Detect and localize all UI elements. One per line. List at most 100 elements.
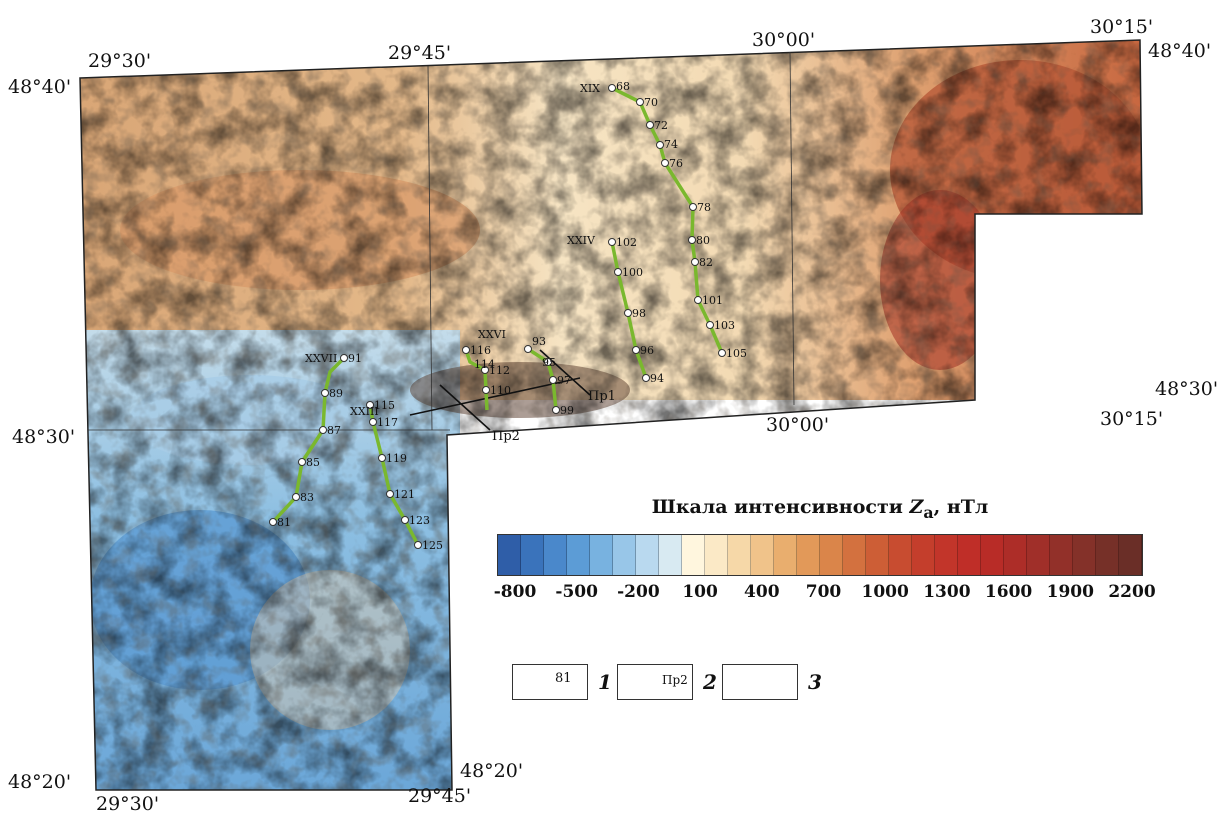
- color-scale-bar: [497, 534, 1143, 576]
- color-scale-labels: -800 -500 -200 100 400 700 1000 1300 1600 1900 220…: [488, 582, 1168, 606]
- scale-swatch: [935, 535, 958, 575]
- point-label: 82: [699, 256, 713, 269]
- point-label: 100: [622, 266, 643, 279]
- legend-section-label: Пр2: [662, 673, 688, 687]
- scale-tick-label: -500: [555, 582, 598, 602]
- point-label: 81: [277, 516, 291, 529]
- coord-top-left-lon: 29°30': [88, 50, 152, 72]
- scale-swatch: [498, 535, 521, 575]
- scale-swatch: [981, 535, 1004, 575]
- point-label: 70: [644, 96, 658, 109]
- profile-label-xix: XIX: [580, 82, 600, 95]
- coord-top-lon-29-45: 29°45': [388, 42, 452, 64]
- profile-xxvi-line: [527, 347, 558, 411]
- coord-right-lon: 30°15': [1100, 408, 1164, 430]
- meridian-30-00: [789, 51, 795, 406]
- scale-swatch: [751, 535, 774, 575]
- map-frame: [79, 39, 1143, 791]
- scale-swatch: [567, 535, 590, 575]
- point-label: 95: [542, 356, 556, 369]
- section-pr1-line: [539, 349, 591, 396]
- coord-left-lat: 48°30': [12, 426, 76, 448]
- scale-tick-label: 2200: [1108, 582, 1156, 602]
- scale-title: Шкала интенсивности Za, нТл: [540, 496, 1100, 522]
- scale-swatch: [889, 535, 912, 575]
- scale-swatch: [659, 535, 682, 575]
- scale-swatch: [544, 535, 567, 575]
- scale-swatch: [843, 535, 866, 575]
- scale-tick-label: -800: [493, 582, 537, 602]
- section-pr2-label: Пр2: [492, 429, 520, 444]
- scale-swatch: [1119, 535, 1142, 575]
- point-label: 72: [654, 119, 668, 132]
- scale-title-suffix: , нТл: [933, 496, 989, 518]
- point-label: 114: [474, 358, 495, 371]
- scale-swatch: [682, 535, 705, 575]
- meridian-29-45: [427, 65, 433, 431]
- scale-swatch: [912, 535, 935, 575]
- point-label: 99: [560, 404, 574, 417]
- point-label: 80: [696, 234, 710, 247]
- scale-tick-label: 100: [682, 582, 718, 602]
- point-label: 78: [697, 201, 711, 214]
- point-label: 125: [422, 539, 443, 552]
- scale-swatch: [590, 535, 613, 575]
- profile-label-xxvi: XXVI: [478, 328, 506, 341]
- coord-bottom-left-lon: 29°30': [96, 793, 160, 815]
- point-label: 115: [374, 399, 395, 412]
- scale-swatch: [820, 535, 843, 575]
- point-label: 93: [532, 335, 546, 348]
- scale-tick-label: -200: [617, 582, 660, 602]
- coord-right-lat: 48°30': [1155, 378, 1219, 400]
- scale-swatch: [728, 535, 751, 575]
- point-label: 123: [409, 514, 430, 527]
- point-label: 98: [632, 307, 646, 320]
- profile-point-numbers: 68 70 72 74 76 78 80 82 101 103 105 102 …: [277, 80, 747, 552]
- coord-bottom-right-lat: 48°20': [460, 760, 524, 782]
- legend-index-1: 1: [598, 670, 612, 694]
- coord-bottom-left-lat: 48°20': [8, 771, 72, 793]
- legend-profile-number: 81: [555, 671, 572, 686]
- point-label: 116: [470, 344, 491, 357]
- scale-tick-label: 1300: [923, 582, 971, 602]
- coord-top-right-lat: 48°40': [1148, 40, 1212, 62]
- coord-bottom-right-lon: 29°45': [408, 785, 472, 807]
- point-label: 119: [386, 452, 407, 465]
- scale-swatch: [797, 535, 820, 575]
- point-label: 76: [669, 157, 683, 170]
- scale-swatch: [1096, 535, 1119, 575]
- magnetic-anomaly-map: [80, 40, 1142, 790]
- scale-tick-label: 1000: [861, 582, 909, 602]
- scale-title-symbol: Z: [909, 496, 924, 518]
- point-label: 105: [726, 347, 747, 360]
- scale-swatch: [521, 535, 544, 575]
- point-label: 94: [650, 372, 664, 385]
- point-label: 102: [616, 236, 637, 249]
- scale-swatch: [705, 535, 728, 575]
- section-pr1-label: Пр1: [588, 389, 616, 404]
- point-label: 74: [664, 138, 678, 151]
- profile-label-xxiv: XXIV: [567, 234, 596, 247]
- coord-top-right-lon: 30°15': [1090, 16, 1154, 38]
- scale-swatch: [613, 535, 636, 575]
- scale-tick-label: 1600: [984, 582, 1033, 602]
- profile-label-xxvii: XXVII: [305, 352, 337, 365]
- scale-title-subscript: a: [923, 502, 934, 522]
- point-label: 97: [557, 374, 571, 387]
- point-label: 103: [714, 319, 735, 332]
- coord-top-left-lat: 48°40': [8, 76, 72, 98]
- profile-roman-labels: XIX XXIV XXVI XXVII XXIII: [305, 82, 600, 418]
- point-label: 101: [702, 294, 723, 307]
- coord-top-lon-30-00: 30°00': [752, 29, 816, 51]
- point-label: 68: [616, 80, 630, 93]
- scale-swatch: [636, 535, 659, 575]
- scale-title-prefix: Шкала интенсивности: [651, 496, 910, 518]
- legend-section-box: Пр2: [617, 664, 693, 700]
- legend-index-3: 3: [808, 670, 822, 694]
- point-label: 85: [306, 456, 320, 469]
- scale-swatch: [866, 535, 889, 575]
- point-label: 112: [489, 364, 510, 377]
- legend-profile-box: 81: [512, 664, 588, 700]
- point-label: 117: [377, 416, 398, 429]
